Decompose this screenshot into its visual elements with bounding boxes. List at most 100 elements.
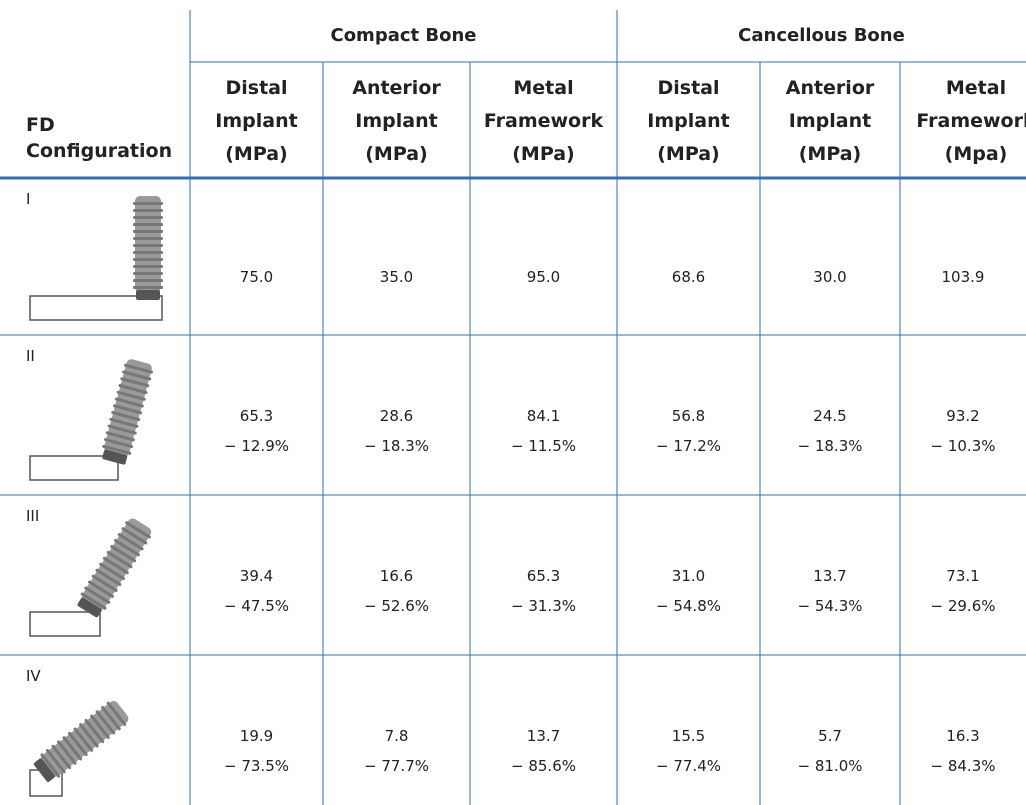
column-header: (MPa)	[365, 143, 428, 165]
implant-thread	[106, 550, 133, 569]
column-header: Distal	[657, 77, 720, 99]
cell-value: 16.6	[379, 567, 414, 585]
cell-value: 16.3	[946, 727, 980, 745]
column-header: Implant	[355, 110, 438, 132]
implant-thread	[84, 586, 111, 604]
column-header: Metal	[945, 77, 1007, 99]
implant-thread	[133, 216, 163, 219]
cell-change: − 29.6%	[930, 597, 996, 615]
implant-thread	[121, 527, 148, 545]
cell-change: − 81.0%	[797, 757, 863, 775]
implant-thread	[99, 562, 126, 581]
implant-thread	[103, 438, 134, 449]
column-header: Framework	[916, 110, 1026, 132]
implant-thread	[133, 209, 163, 212]
implant-thread	[90, 714, 110, 739]
frame-outline	[29, 611, 101, 637]
cell-value: 7.8	[384, 727, 409, 745]
column-header: (MPa)	[798, 143, 862, 165]
implant-thread	[118, 384, 148, 394]
cell-change: − 77.4%	[656, 757, 721, 775]
implant-thread	[113, 404, 143, 415]
implant-collar	[77, 597, 102, 618]
cell-value: 65.3	[526, 567, 561, 585]
group-header: Cancellous Bone	[738, 25, 905, 46]
cell-value: 39.4	[239, 567, 274, 585]
column-header: Anterior	[785, 77, 875, 99]
row-header: FD	[26, 114, 55, 136]
frame-outline	[29, 455, 119, 481]
row-label: I	[26, 190, 31, 208]
column-header: Distal	[225, 77, 288, 99]
cell-value: 65.3	[239, 407, 274, 425]
cell-value: 31.0	[671, 567, 706, 585]
cell-value: 19.9	[239, 727, 274, 745]
column-header: Implant	[788, 110, 872, 132]
implant-thread	[109, 417, 139, 428]
cell-change: − 11.5%	[511, 437, 576, 455]
column-header: (MPa)	[657, 143, 720, 165]
implant-thread	[133, 258, 163, 261]
column-header: (Mpa)	[944, 143, 1008, 165]
implant-thread	[57, 740, 77, 765]
implant-thread	[95, 568, 122, 587]
cell-value: 13.7	[813, 567, 847, 585]
cell-change: − 73.5%	[224, 757, 289, 775]
column-header: Implant	[215, 110, 298, 132]
implant-thread	[123, 363, 153, 374]
implant-thread	[114, 397, 144, 408]
implant-thread	[80, 592, 107, 610]
cell-change: − 17.2%	[656, 437, 721, 455]
column-header: (MPa)	[512, 143, 575, 165]
implant-thread	[133, 244, 163, 247]
implant-thread	[133, 202, 163, 205]
column-header: Framework	[483, 110, 604, 132]
cell-change: − 54.8%	[656, 597, 721, 615]
cell-value: 13.7	[526, 727, 561, 745]
column-header: Anterior	[352, 77, 441, 99]
cell-value: 28.6	[379, 407, 414, 425]
implant	[133, 196, 163, 300]
implant-thread	[88, 580, 114, 598]
cell-change: − 18.3%	[797, 437, 863, 455]
implant-thread	[133, 230, 163, 233]
implant-collar	[102, 449, 128, 465]
implant-thread	[101, 705, 121, 731]
cell-change: − 52.6%	[364, 597, 429, 615]
cell-value: 93.2	[946, 407, 980, 425]
implant-thread	[95, 710, 116, 735]
implant-thread	[133, 272, 163, 275]
implant-thread	[133, 251, 163, 254]
group-header: Compact Bone	[330, 25, 477, 46]
cell-value: 84.1	[526, 407, 561, 425]
implant-thread	[45, 749, 66, 774]
implant-thread	[133, 265, 163, 268]
implant-thread	[102, 444, 132, 455]
cell-change: − 85.6%	[511, 757, 576, 775]
implant-thread	[120, 377, 150, 388]
row-label: II	[26, 347, 35, 365]
implant-collar	[136, 290, 160, 300]
implant-thread	[106, 701, 127, 726]
row-header: Configuration	[26, 140, 173, 162]
implant-thread	[110, 544, 137, 563]
cell-value: 35.0	[379, 268, 414, 286]
cell-change: − 54.3%	[797, 597, 863, 615]
cell-value: 103.9	[941, 268, 985, 286]
cell-change: − 84.3%	[930, 757, 996, 775]
implant	[33, 700, 129, 782]
implant-thread	[125, 521, 152, 539]
cell-change: − 77.7%	[364, 757, 429, 775]
implant-thread	[122, 370, 152, 381]
implant-thread	[73, 727, 94, 752]
implant-thread	[107, 424, 137, 435]
implant-thread	[91, 574, 118, 592]
cell-change: − 31.3%	[511, 597, 576, 615]
implant-thread	[133, 223, 163, 226]
column-header: (MPa)	[225, 143, 288, 165]
cell-value: 56.8	[671, 407, 706, 425]
cell-change: − 18.3%	[364, 437, 429, 455]
cell-value: 68.6	[671, 268, 706, 286]
